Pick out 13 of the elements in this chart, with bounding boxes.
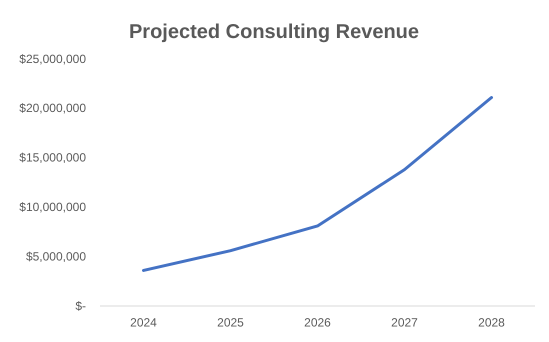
x-tick-label: 2024: [130, 316, 158, 330]
y-tick-label: $-: [75, 298, 86, 313]
line-series: [142, 96, 493, 272]
y-tick-label: $25,000,000: [19, 52, 86, 66]
y-tick-label: $15,000,000: [19, 150, 86, 165]
y-tick-label: $5,000,000: [26, 249, 86, 264]
x-tick-label: 2026: [304, 316, 332, 330]
y-tick-label: $10,000,000: [19, 200, 86, 214]
x-tick-label: 2025: [217, 316, 244, 330]
y-tick-label: $20,000,000: [19, 101, 86, 116]
x-tick-label: 2028: [478, 316, 506, 330]
chart-title: Projected Consulting Revenue: [128, 21, 420, 43]
x-tick-label: 2027: [391, 316, 418, 330]
